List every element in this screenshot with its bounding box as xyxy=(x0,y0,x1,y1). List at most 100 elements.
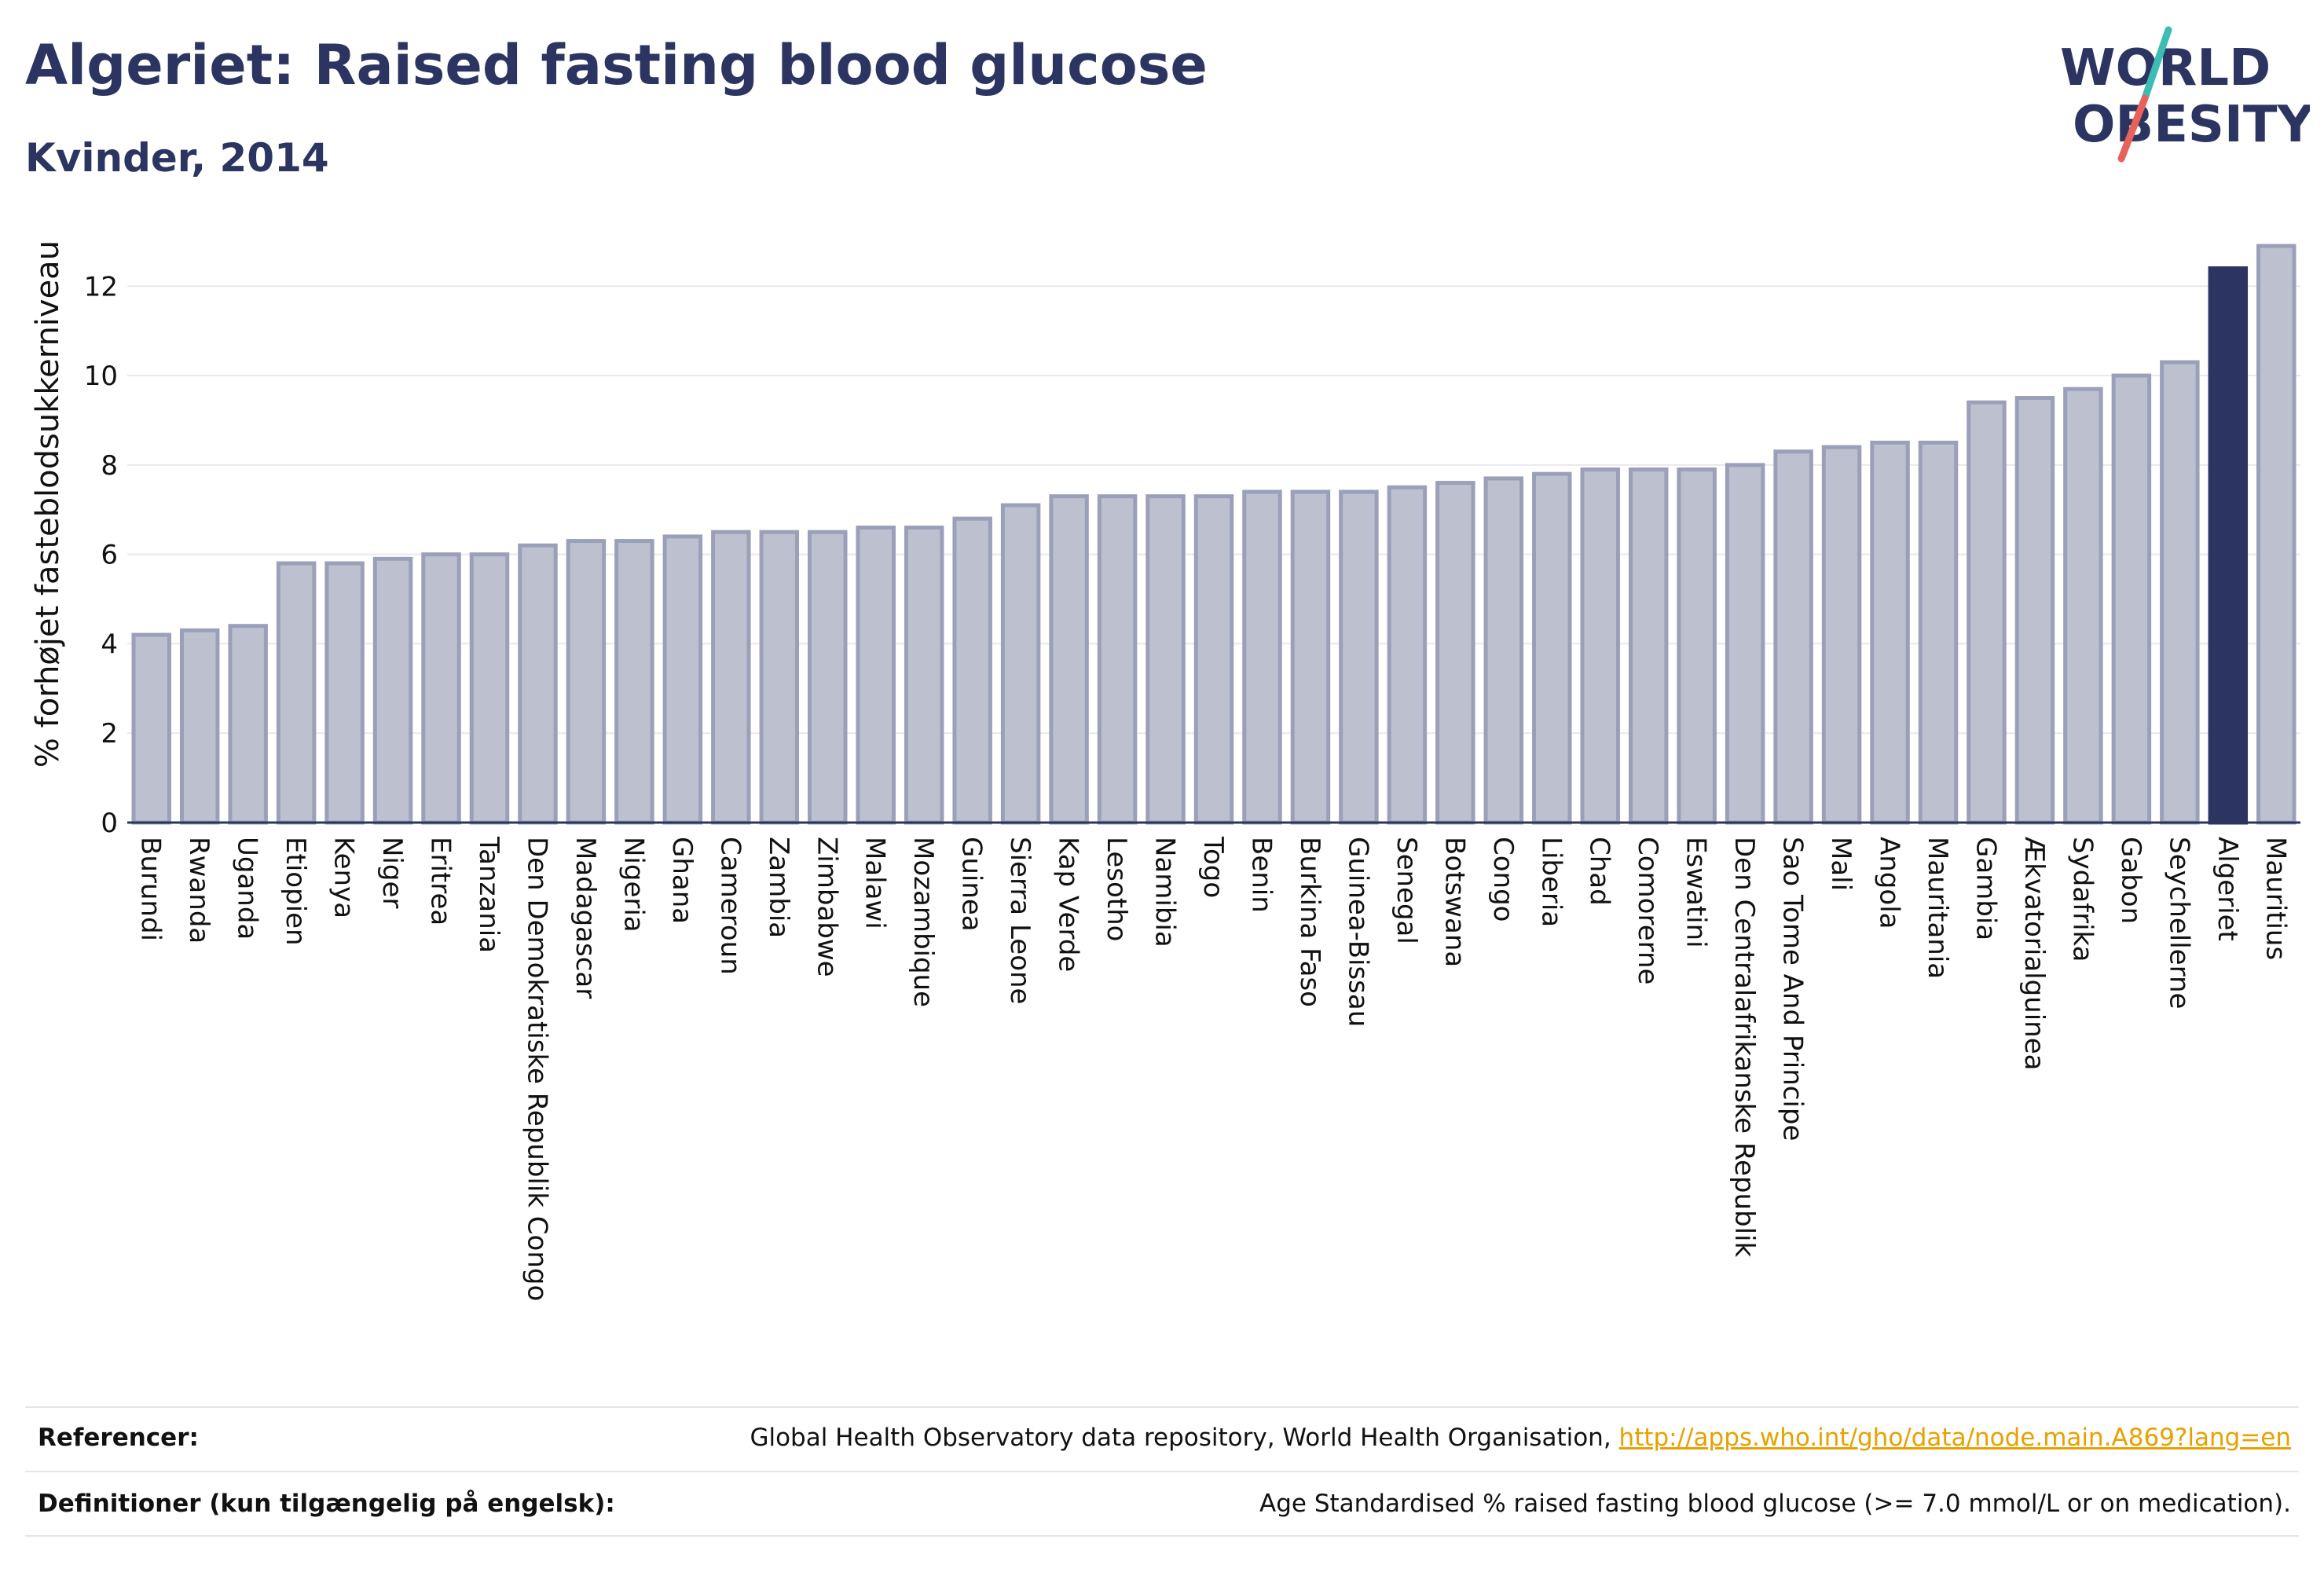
x-tick-label: Sao Tome And Principe xyxy=(1777,837,1809,1141)
x-tick-label: Chad xyxy=(1584,837,1615,906)
x-tick-label: Mozambique xyxy=(907,837,939,1007)
definitions-row: Definitioner (kun tilgængelig på engelsk… xyxy=(25,1490,2299,1529)
x-tick-label: Nigeria xyxy=(618,837,649,933)
references-value: Global Health Observatory data repositor… xyxy=(750,1424,2291,1452)
bar-kenya xyxy=(324,561,365,825)
x-tick-label: Malawi xyxy=(860,837,891,929)
x-tick-label: Kenya xyxy=(328,837,360,918)
x-tick-label: Togo xyxy=(1197,836,1229,898)
x-tick-label: Guinea xyxy=(956,837,988,932)
footer-divider-top xyxy=(25,1406,2299,1408)
x-tick-label: Madagascar xyxy=(570,837,601,999)
bar-benin xyxy=(1242,489,1282,825)
bar-zambia xyxy=(759,530,800,825)
x-tick-label: Mauritania xyxy=(1922,837,1953,979)
y-tick-label: 10 xyxy=(84,361,118,392)
y-tick-label: 2 xyxy=(101,718,118,750)
world-obesity-logo: WORLD OBESITY xyxy=(2060,26,2310,163)
bar-cameroun xyxy=(711,530,751,825)
x-tick-label: Den Demokratiske Republik Congo xyxy=(521,837,552,1301)
references-label: Referencer: xyxy=(38,1424,199,1452)
footer-divider-bottom xyxy=(25,1535,2299,1537)
bar-seychellerne xyxy=(2160,360,2200,825)
bar-senegal xyxy=(1387,485,1428,825)
x-tick-label: Zambia xyxy=(763,837,794,938)
y-tick-label: 0 xyxy=(101,808,118,839)
bar-etiopien xyxy=(276,561,317,825)
x-tick-label: Congo xyxy=(1487,837,1519,922)
bar-chart: 0 2 4 6 8 10 12 Burundi Rwanda Uganda Etiopien Ken… xyxy=(30,240,2300,1301)
bar-den-centralafrikanske-republik xyxy=(1725,463,1765,825)
definitions-label: Definitioner (kun tilgængelig på engelsk… xyxy=(38,1490,615,1518)
x-tick-label: Etiopien xyxy=(280,837,311,946)
bar-sierra-leone xyxy=(1000,503,1041,825)
x-tick-label: Lesotho xyxy=(1101,837,1132,941)
bar-rwanda xyxy=(179,628,220,825)
bar-liberia xyxy=(1532,471,1572,825)
bar-chad xyxy=(1580,467,1620,825)
bar-comorerne xyxy=(1628,467,1669,825)
x-tick-label: Sydafrika xyxy=(2066,837,2098,962)
x-tick-label: Burundi xyxy=(135,837,167,941)
x-tick-label: Botswana xyxy=(1439,837,1470,967)
x-tick-label: Cameroun xyxy=(714,837,746,975)
bar-sao-tome-and-principe xyxy=(1773,449,1813,825)
bar-nigeria xyxy=(614,539,654,825)
bar-mauritius xyxy=(2256,244,2297,825)
chart-title: Algeriet: Raised fasting blood glucose xyxy=(25,33,1208,97)
bar-gambia xyxy=(1967,400,2007,825)
references-text: Global Health Observatory data repositor… xyxy=(750,1424,1619,1452)
bar-burundi xyxy=(131,632,171,825)
bar-kap-verde xyxy=(1049,494,1089,825)
x-tick-label: Zimbabwe xyxy=(811,837,842,977)
y-axis-label: % forhøjet fasteblodsukkerniveau xyxy=(30,240,66,768)
x-tick-label: Algeriet xyxy=(2212,837,2243,941)
x-tick-label: Den Centralafrikanske Republik xyxy=(1728,837,1760,1257)
bar-uganda xyxy=(228,624,268,825)
references-link[interactable]: http://apps.who.int/gho/data/node.main.A… xyxy=(1618,1424,2291,1452)
bar-mauritania xyxy=(1918,440,1959,825)
x-tick-label: Ækvatorialguinea xyxy=(2018,837,2050,1070)
bar-botswana xyxy=(1435,481,1475,825)
bar-angola xyxy=(1870,440,1910,825)
bar-algeriet xyxy=(2208,266,2249,825)
bar-sydafrika xyxy=(2063,387,2103,825)
x-tick-label: Liberia xyxy=(1535,837,1567,927)
x-tick-label: Ghana xyxy=(666,837,698,924)
bar-niger xyxy=(372,556,413,825)
references-row: Referencer: Global Health Observatory da… xyxy=(25,1424,2299,1463)
x-tick-label: Burkina Faso xyxy=(1294,837,1325,1007)
x-tick-label: Niger xyxy=(376,837,408,908)
bar-lesotho xyxy=(1097,494,1138,825)
x-tick-label: Senegal xyxy=(1391,837,1422,944)
bar-togo xyxy=(1193,494,1234,825)
y-tick-label: 6 xyxy=(101,540,118,571)
bar-den-demokratiske-republik-congo xyxy=(518,543,558,825)
bar-zimbabwe xyxy=(808,530,848,825)
bar-madagascar xyxy=(566,539,607,825)
bar-tanzania xyxy=(469,552,510,825)
x-tick-label: Gabon xyxy=(2115,837,2146,924)
y-tick-labels: 0 2 4 6 8 10 12 xyxy=(84,271,118,839)
x-tick-label: Kap Verde xyxy=(1053,837,1084,972)
x-tick-labels: Burundi Rwanda Uganda Etiopien Kenya Niger Eri… xyxy=(135,836,2292,1301)
logo-slash-bottom xyxy=(2117,94,2149,163)
bar-mozambique xyxy=(904,526,944,825)
x-tick-label: Eswatini xyxy=(1681,837,1712,948)
x-tick-label: Tanzania xyxy=(473,836,504,953)
x-tick-label: Namibia xyxy=(1149,837,1181,947)
bar-guinea-bissau xyxy=(1339,489,1379,825)
bar-ghana xyxy=(662,534,703,825)
bar-eswatini xyxy=(1677,467,1717,825)
x-tick-label: Benin xyxy=(1245,837,1277,913)
bar-eritrea xyxy=(421,552,461,825)
bar-namibia xyxy=(1146,494,1186,825)
logo-slash-top xyxy=(2141,26,2172,102)
y-tick-label: 4 xyxy=(101,629,118,660)
x-tick-label: Mali xyxy=(1825,837,1857,891)
x-tick-label: Uganda xyxy=(232,837,263,940)
x-tick-label: Mauritius xyxy=(2260,837,2291,960)
x-tick-label: Gambia xyxy=(1970,837,2001,940)
y-tick-label: 8 xyxy=(101,450,118,482)
bar-ækvatorialguinea xyxy=(2014,396,2055,825)
